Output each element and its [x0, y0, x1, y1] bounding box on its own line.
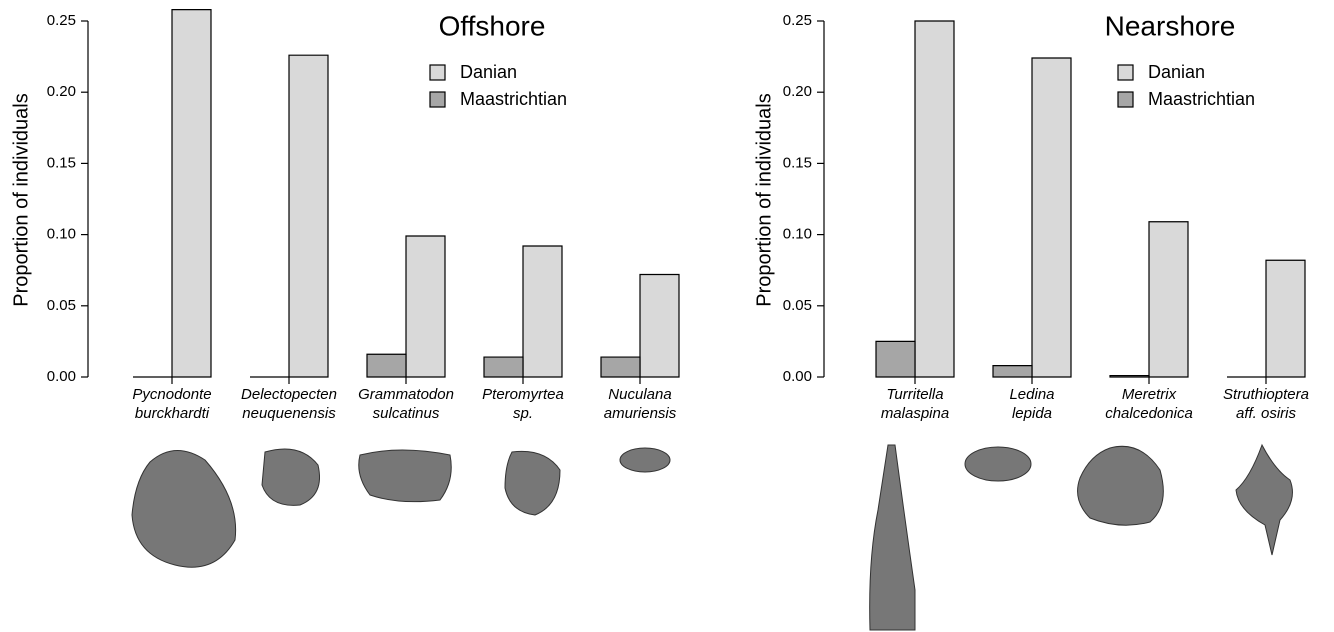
shell	[1077, 445, 1164, 526]
x-tick-label: Meretrix	[1122, 386, 1177, 403]
shell	[504, 450, 561, 516]
y-tick-label: 0.05	[47, 297, 76, 314]
x-tick-label: Struthioptera	[1223, 386, 1309, 403]
bar	[1031, 57, 1072, 378]
shell	[619, 447, 671, 473]
chart-title: Offshore	[439, 10, 546, 41]
legend-label: Maastrichtian	[1148, 89, 1255, 109]
bar	[875, 340, 916, 378]
y-tick-label: 0.25	[783, 12, 812, 29]
x-tick-label: burckhardti	[135, 405, 210, 422]
bar	[405, 235, 446, 378]
x-tick-label: sulcatinus	[373, 405, 440, 422]
x-tick-label: Ledina	[1009, 386, 1054, 403]
y-tick-label: 0.05	[783, 297, 812, 314]
legend-label: Maastrichtian	[460, 89, 567, 109]
bar	[1265, 259, 1306, 378]
shell	[964, 446, 1032, 482]
y-tick-label: 0.15	[47, 154, 76, 171]
y-tick-label: 0.20	[47, 83, 76, 100]
y-tick-label: 0.10	[783, 226, 812, 243]
shell	[261, 448, 320, 506]
legend-label: Danian	[460, 62, 517, 82]
x-tick-label: Pycnodonte	[132, 386, 211, 403]
x-tick-label: Turritella	[886, 386, 943, 403]
shell-images	[131, 443, 1293, 631]
bar	[171, 9, 212, 378]
y-axis-label: Proportion of individuals	[10, 93, 32, 306]
shell	[1235, 443, 1293, 556]
y-tick-label: 0.25	[47, 12, 76, 29]
y-tick-label: 0.20	[783, 83, 812, 100]
x-tick-label: amuriensis	[604, 405, 677, 422]
bar	[483, 356, 524, 378]
x-tick-label: Grammatodon	[358, 386, 454, 403]
legend-swatch	[429, 91, 446, 108]
legend-swatch	[1117, 91, 1134, 108]
x-tick-label: chalcedonica	[1105, 405, 1193, 422]
bar	[522, 245, 563, 378]
shell	[358, 449, 452, 503]
x-tick-label: lepida	[1012, 405, 1052, 422]
x-tick-label: Pteromyrtea	[482, 386, 564, 403]
bar	[914, 20, 955, 378]
x-tick-label: Nuculana	[608, 386, 671, 403]
x-tick-label: aff. osiris	[1236, 405, 1297, 422]
x-tick-label: sp.	[513, 405, 533, 422]
y-axis-label: Proportion of individuals	[753, 93, 775, 306]
shell	[869, 444, 916, 631]
y-tick-label: 0.10	[47, 226, 76, 243]
bar	[1148, 221, 1189, 378]
bar	[992, 365, 1033, 378]
bar	[1109, 374, 1150, 378]
shell	[131, 450, 237, 568]
x-tick-label: malaspina	[881, 405, 949, 422]
legend-label: Danian	[1148, 62, 1205, 82]
y-tick-label: 0.15	[783, 154, 812, 171]
y-tick-label: 0.00	[47, 368, 76, 385]
x-tick-label: Delectopecten	[241, 386, 337, 403]
y-tick-label: 0.00	[783, 368, 812, 385]
bar	[366, 353, 407, 378]
legend-swatch	[429, 64, 446, 81]
bar	[288, 54, 329, 378]
chart-title: Nearshore	[1105, 10, 1236, 41]
legend-swatch	[1117, 64, 1134, 81]
bar	[639, 273, 680, 378]
bar	[600, 356, 641, 378]
x-tick-label: neuquenensis	[242, 405, 336, 422]
